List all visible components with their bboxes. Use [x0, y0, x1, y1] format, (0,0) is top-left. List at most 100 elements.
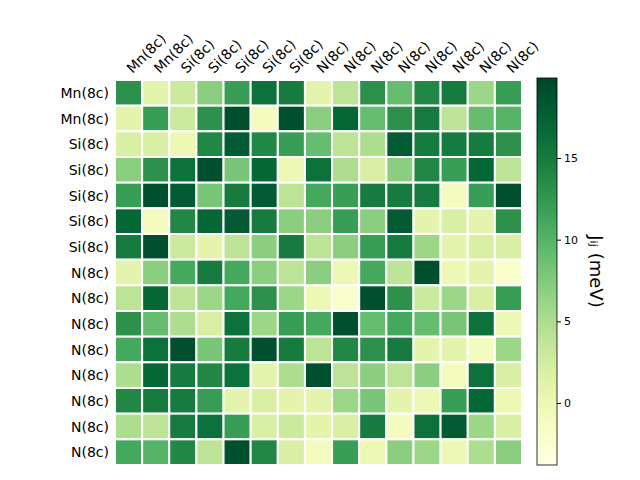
cell: [495, 260, 522, 286]
cell: [359, 388, 386, 414]
cell: [441, 439, 468, 465]
cell: [332, 439, 359, 465]
cell: [413, 414, 440, 440]
cell: [169, 337, 196, 363]
cell: [305, 80, 332, 106]
cell: [251, 234, 278, 260]
colorbar: [537, 78, 557, 465]
tick-mark: [557, 321, 561, 322]
cell: [441, 362, 468, 388]
cell: [196, 260, 223, 286]
y-label: Mn(8c): [61, 111, 109, 127]
cell: [224, 208, 251, 234]
cell: [251, 388, 278, 414]
cell: [468, 362, 495, 388]
cell: [332, 362, 359, 388]
y-label: N(8c): [71, 290, 109, 306]
cell: [224, 260, 251, 286]
cell: [115, 260, 142, 286]
y-label: Mn(8c): [61, 85, 109, 101]
cell: [278, 183, 305, 209]
cell: [441, 157, 468, 183]
tick-label: 10: [564, 234, 578, 247]
cells: [115, 80, 522, 465]
cell: [169, 208, 196, 234]
cell: [115, 439, 142, 465]
tick-label: 15: [564, 152, 578, 165]
cell: [115, 157, 142, 183]
cell: [441, 208, 468, 234]
y-label: Si(8c): [69, 162, 109, 178]
cell: [468, 183, 495, 209]
cell: [142, 337, 169, 363]
cell: [468, 388, 495, 414]
cell: [169, 311, 196, 337]
colorbar-axis: 051015: [557, 79, 578, 466]
tick-label: 0: [564, 397, 571, 410]
cell: [332, 157, 359, 183]
cell: [251, 311, 278, 337]
cell: [441, 80, 468, 106]
cell: [115, 337, 142, 363]
tick: 15: [557, 152, 578, 165]
cell: [495, 311, 522, 337]
cell: [169, 362, 196, 388]
cell: [251, 183, 278, 209]
cell: [115, 234, 142, 260]
y-label: N(8c): [71, 444, 109, 460]
cell: [441, 183, 468, 209]
cell: [169, 388, 196, 414]
cell: [468, 285, 495, 311]
cell: [224, 337, 251, 363]
chart: Mn(8c)Mn(8c)Si(8c)Si(8c)Si(8c)Si(8c)Si(8…: [0, 0, 640, 480]
y-label: Si(8c): [69, 188, 109, 204]
cell: [278, 362, 305, 388]
x-label: N(8c): [503, 38, 541, 76]
cell: [386, 362, 413, 388]
x-labels: Mn(8c)Mn(8c)Si(8c)Si(8c)Si(8c)Si(8c)Si(8…: [123, 31, 541, 77]
cell: [495, 183, 522, 209]
cell: [386, 414, 413, 440]
cell: [196, 285, 223, 311]
cell: [413, 388, 440, 414]
cell: [251, 414, 278, 440]
cell: [278, 234, 305, 260]
cell: [224, 362, 251, 388]
cell: [413, 208, 440, 234]
cell: [305, 234, 332, 260]
cell: [224, 311, 251, 337]
cell: [142, 414, 169, 440]
cell: [224, 80, 251, 106]
cell: [413, 311, 440, 337]
cell: [142, 362, 169, 388]
cell: [278, 208, 305, 234]
cell: [495, 414, 522, 440]
cell: [196, 362, 223, 388]
cell: [251, 439, 278, 465]
cell: [224, 183, 251, 209]
cell: [305, 285, 332, 311]
cell: [495, 208, 522, 234]
cell: [305, 388, 332, 414]
cell: [441, 260, 468, 286]
cell: [332, 183, 359, 209]
cell: [142, 208, 169, 234]
cell: [359, 439, 386, 465]
cell: [386, 106, 413, 132]
cell: [305, 106, 332, 132]
cell: [441, 388, 468, 414]
cell: [251, 362, 278, 388]
cell: [305, 183, 332, 209]
cell: [495, 362, 522, 388]
cell: [251, 131, 278, 157]
cell: [495, 157, 522, 183]
cell: [251, 157, 278, 183]
cell: [413, 337, 440, 363]
cell: [359, 106, 386, 132]
cell: [224, 285, 251, 311]
cell: [441, 337, 468, 363]
cell: [386, 439, 413, 465]
cell: [142, 183, 169, 209]
cell: [495, 106, 522, 132]
cell: [251, 208, 278, 234]
